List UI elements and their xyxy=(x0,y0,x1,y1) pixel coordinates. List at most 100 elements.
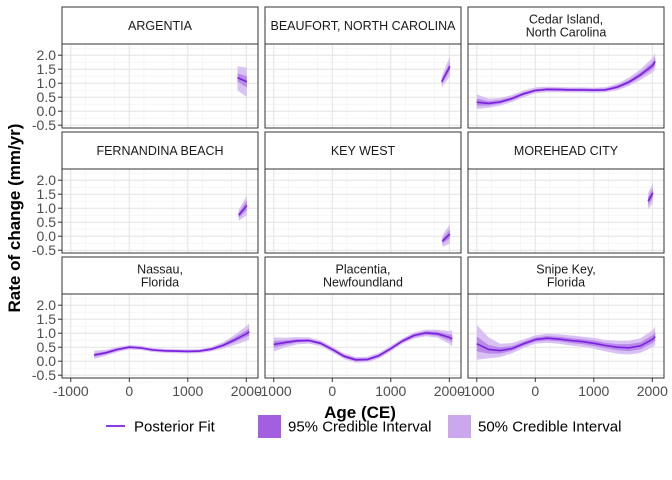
strip-title: Newfoundland xyxy=(323,276,403,290)
x-tick-label: 1000 xyxy=(578,383,609,399)
legend-item-3: 50% Credible Interval xyxy=(448,415,621,438)
y-tick-label: 2.0 xyxy=(37,172,57,188)
strip-title: Nassau, xyxy=(137,263,183,277)
panel-1: ARGENTIA xyxy=(61,6,259,133)
strip-title: Snipe Key, xyxy=(536,263,596,277)
y-tick-label: 0.0 xyxy=(37,353,57,369)
y-tick-label: 0.5 xyxy=(37,214,57,230)
x-tick-label: 0 xyxy=(328,383,336,399)
panel-7: Nassau,Florida xyxy=(61,256,259,383)
panel-border xyxy=(467,293,665,379)
y-tick-label: 2.0 xyxy=(37,47,57,63)
panel-border xyxy=(264,43,462,129)
legend-item-2: 95% Credible Interval xyxy=(258,415,431,438)
x-tick-label: 2000 xyxy=(637,383,668,399)
panel-9: Snipe Key,Florida xyxy=(467,256,665,383)
plot-background xyxy=(468,169,664,253)
posterior-fit-line xyxy=(647,192,654,202)
panel-6: MOREHEAD CITY xyxy=(467,131,665,258)
plot-background xyxy=(265,169,461,253)
x-tick-label: 2000 xyxy=(231,383,262,399)
y-tick-label: -0.5 xyxy=(32,367,56,383)
ci50-band xyxy=(476,332,656,354)
strip-background xyxy=(467,6,665,45)
strip-background xyxy=(264,131,462,170)
legend-label: 50% Credible Interval xyxy=(478,419,621,436)
legend-item-1: Posterior Fit xyxy=(106,419,216,436)
legend: Posterior Fit 95% Credible Interval 50% Cr… xyxy=(106,415,621,438)
strip-title: MOREHEAD CITY xyxy=(514,144,619,158)
strip-background xyxy=(61,6,259,45)
strip-title: ARGENTIA xyxy=(128,19,193,33)
strip-background xyxy=(467,256,665,295)
y-tick-label: -0.5 xyxy=(32,242,56,258)
strip-title: North Carolina xyxy=(526,26,607,40)
x-tick-label: -1000 xyxy=(53,383,89,399)
posterior-fit-line xyxy=(476,60,656,105)
strip-background xyxy=(264,256,462,295)
strip-title: Florida xyxy=(547,276,585,290)
x-tick-label: 0 xyxy=(531,383,539,399)
panel-border xyxy=(264,168,462,254)
plot-background xyxy=(62,44,258,128)
y-tick-label: 1.0 xyxy=(37,200,57,216)
strip-title: BEAUFORT, NORTH CAROLINA xyxy=(271,19,457,33)
x-tick-label: 1000 xyxy=(375,383,406,399)
panel-5: KEY WEST xyxy=(264,131,462,258)
y-tick-label: 1.0 xyxy=(37,75,57,91)
strip-title: Placentia, xyxy=(336,263,391,277)
panel-border xyxy=(264,293,462,379)
strip-title: Florida xyxy=(141,276,179,290)
ci50-band xyxy=(476,57,656,106)
y-tick-label: 1.0 xyxy=(37,325,57,341)
x-axis-title: Age (CE) xyxy=(324,403,396,422)
y-axis-title: Rate of change (mm/yr) xyxy=(5,124,24,313)
y-tick-label: 0.5 xyxy=(37,339,57,355)
panel-2: BEAUFORT, NORTH CAROLINA xyxy=(264,6,462,133)
y-tick-label: 0.5 xyxy=(37,89,57,105)
axes: -0.50.00.51.01.52.0-0.50.00.51.01.52.0-0… xyxy=(32,47,668,399)
x-tick-label: 2000 xyxy=(434,383,465,399)
posterior-fit-line xyxy=(476,336,656,352)
x-tick-label: 0 xyxy=(125,383,133,399)
strip-title: FERNANDINA BEACH xyxy=(96,144,223,158)
panel-border xyxy=(61,293,259,379)
legend-key-fill xyxy=(448,415,471,438)
y-tick-label: 1.5 xyxy=(37,186,57,202)
posterior-fit-line xyxy=(273,332,453,361)
y-tick-label: 1.5 xyxy=(37,61,57,77)
posterior-fit-line xyxy=(94,331,250,356)
legend-label: 95% Credible Interval xyxy=(288,419,431,436)
strip-background xyxy=(467,131,665,170)
legend-key-fill xyxy=(258,415,281,438)
posterior-fit-line xyxy=(237,76,248,83)
plot-background xyxy=(468,44,664,128)
x-tick-label: -1000 xyxy=(256,383,292,399)
y-tick-label: 1.5 xyxy=(37,311,57,327)
panel-border xyxy=(61,43,259,129)
plot-background xyxy=(62,294,258,378)
posterior-fit-line xyxy=(440,66,451,83)
panel-border xyxy=(467,168,665,254)
panel-border xyxy=(61,168,259,254)
strip-background xyxy=(264,6,462,45)
posterior-fit-line xyxy=(441,233,451,242)
panel-border xyxy=(467,43,665,129)
y-tick-label: 0.0 xyxy=(37,103,57,119)
plot-background xyxy=(265,44,461,128)
strip-background xyxy=(61,131,259,170)
strip-title: KEY WEST xyxy=(331,144,396,158)
strip-title: Cedar Island, xyxy=(529,13,603,27)
strip-background xyxy=(61,256,259,295)
y-tick-label: 2.0 xyxy=(37,297,57,313)
plot-background xyxy=(62,169,258,253)
posterior-fit-line xyxy=(238,204,248,216)
panel-4: FERNANDINA BEACH xyxy=(61,131,259,258)
y-tick-label: 0.0 xyxy=(37,228,57,244)
panel-3: Cedar Island,North Carolina xyxy=(467,6,665,133)
x-tick-label: -1000 xyxy=(459,383,495,399)
y-tick-label: -0.5 xyxy=(32,117,56,133)
panel-8: Placentia,Newfoundland xyxy=(264,256,462,383)
facet-panels: ARGENTIA BEAUFORT, NORTH CAROLINA Cedar Is… xyxy=(61,6,665,383)
